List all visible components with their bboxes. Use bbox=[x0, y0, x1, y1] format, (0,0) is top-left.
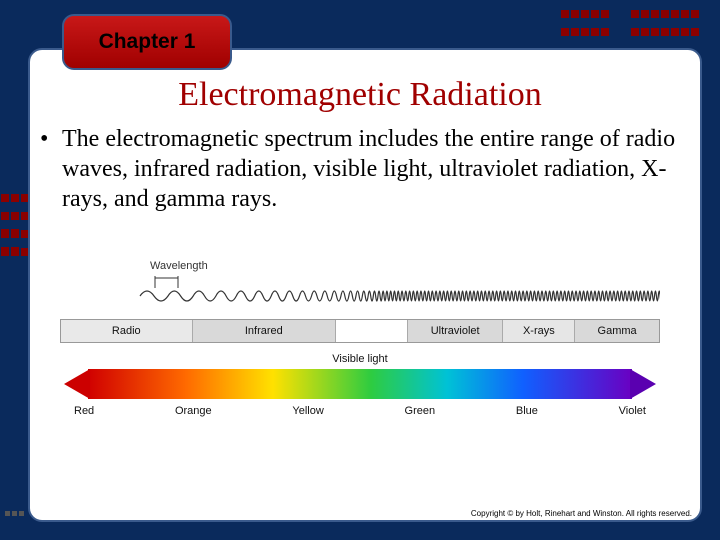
band-segment: Infrared bbox=[193, 320, 337, 342]
deco-dots-bottom-left bbox=[4, 504, 25, 522]
color-label: Blue bbox=[516, 405, 538, 417]
visible-spectrum-arrow bbox=[68, 369, 652, 399]
wavelength-label: Wavelength bbox=[150, 260, 660, 272]
band-segment: Ultraviolet bbox=[408, 320, 504, 342]
band-segment: Gamma bbox=[575, 320, 659, 342]
chapter-badge: Chapter 1 bbox=[62, 14, 232, 70]
color-label: Violet bbox=[619, 405, 646, 417]
bullet-block: • The electromagnetic spectrum includes … bbox=[40, 124, 680, 214]
deco-dots-top-right-2 bbox=[560, 6, 620, 42]
wavelength-wave-icon bbox=[60, 274, 660, 308]
arrow-left-icon bbox=[64, 369, 90, 399]
em-spectrum-diagram: Wavelength RadioInfrared UltravioletX-ray… bbox=[60, 260, 660, 417]
visible-light-label: Visible light bbox=[60, 353, 660, 365]
color-label: Yellow bbox=[292, 405, 323, 417]
color-label: Green bbox=[405, 405, 436, 417]
chapter-label: Chapter 1 bbox=[99, 30, 196, 54]
arrow-right-icon bbox=[630, 369, 656, 399]
band-segment: X-rays bbox=[503, 320, 575, 342]
bullet-marker: • bbox=[40, 124, 62, 214]
deco-dots-top-right bbox=[630, 6, 710, 42]
band-segment bbox=[336, 320, 408, 342]
color-label: Orange bbox=[175, 405, 212, 417]
deco-dots-left-2 bbox=[0, 225, 20, 261]
visible-gradient bbox=[88, 369, 632, 399]
slide-title: Electromagnetic Radiation bbox=[0, 76, 720, 114]
bullet-text: The electromagnetic spectrum includes th… bbox=[62, 124, 680, 214]
spectrum-band-bar: RadioInfrared UltravioletX-raysGamma bbox=[60, 319, 660, 343]
visible-color-labels: Red Orange Yellow Green Blue Violet bbox=[74, 405, 646, 417]
copyright-text: Copyright © by Holt, Rinehart and Winsto… bbox=[471, 509, 692, 518]
band-segment: Radio bbox=[61, 320, 193, 342]
color-label: Red bbox=[74, 405, 94, 417]
